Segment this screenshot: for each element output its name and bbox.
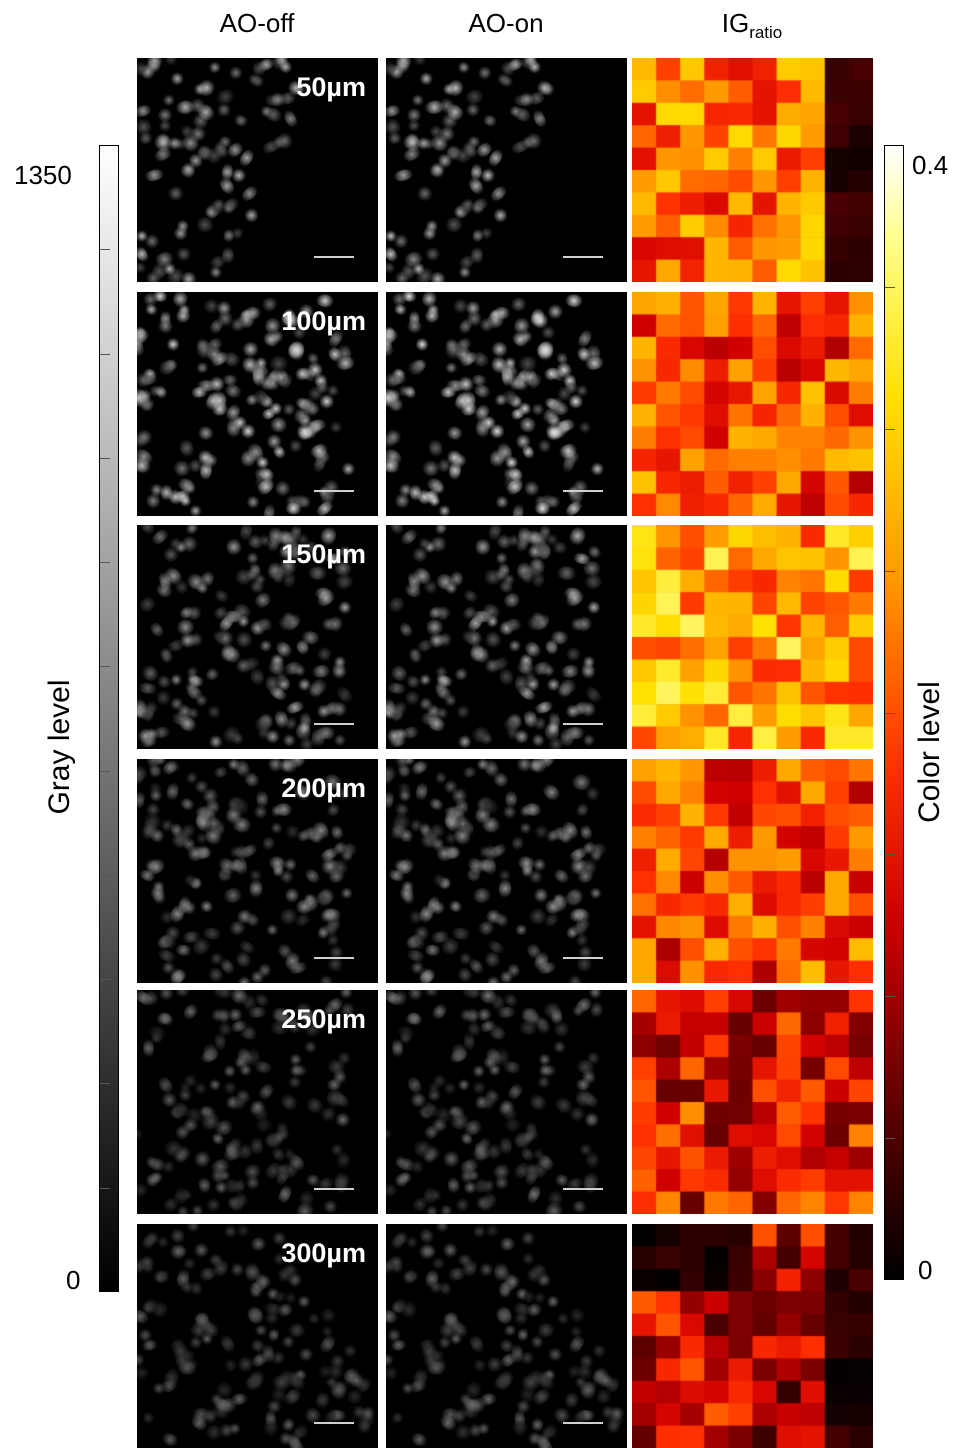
heatmap-image xyxy=(632,58,873,282)
microscopy-image xyxy=(386,990,627,1214)
panel-ig-ratio-row-6 xyxy=(632,1224,873,1448)
color-colorbar-min-label: 0 xyxy=(918,1255,933,1285)
scale-bar xyxy=(563,1422,603,1424)
microscopy-image xyxy=(137,292,378,516)
microscopy-image xyxy=(137,1224,378,1448)
gray-colorbar-max-label: 1350 xyxy=(14,160,72,190)
microscopy-image xyxy=(386,759,627,983)
colorbar-tick xyxy=(100,457,110,459)
depth-label: 150µm xyxy=(281,539,366,569)
heatmap-image xyxy=(632,292,873,516)
scale-bar xyxy=(314,490,354,492)
depth-label: 200µm xyxy=(281,773,366,803)
panel-ao-off-row-4: 200µm xyxy=(137,759,378,983)
colorbar-tick xyxy=(100,562,110,564)
panel-ig-ratio-row-3 xyxy=(632,525,873,749)
heatmap-image xyxy=(632,759,873,983)
colorbar-tick xyxy=(885,854,895,856)
panel-ao-off-row-2: 100µm xyxy=(137,292,378,516)
microscopy-image xyxy=(137,58,378,282)
scale-bar xyxy=(563,723,603,725)
gray-colorbar xyxy=(99,145,119,1292)
colorbar-tick xyxy=(885,570,895,572)
scale-bar xyxy=(563,1188,603,1190)
scale-bar xyxy=(563,957,603,959)
depth-label: 300µm xyxy=(281,1238,366,1268)
scale-bar xyxy=(563,256,603,258)
ratio-subscript: ratio xyxy=(749,23,783,43)
panel-ao-off-row-6: 300µm xyxy=(137,1224,378,1448)
column-header-ao-off: AO-off xyxy=(219,8,295,38)
depth-label: 100µm xyxy=(281,306,366,336)
column-header-ig-ratio: IGratio xyxy=(632,8,872,43)
panel-ao-on-row-1 xyxy=(386,58,627,282)
microscopy-image xyxy=(386,292,627,516)
scale-bar xyxy=(314,723,354,725)
scale-bar xyxy=(314,957,354,959)
ig-label: IG xyxy=(721,8,750,38)
depth-label: 50µm xyxy=(296,72,366,102)
microscopy-image xyxy=(137,759,378,983)
panel-ig-ratio-row-2 xyxy=(632,292,873,516)
heatmap-image xyxy=(632,525,873,749)
microscopy-image xyxy=(386,58,627,282)
panel-ao-on-row-4 xyxy=(386,759,627,983)
scale-bar xyxy=(314,1188,354,1190)
panel-ig-ratio-row-5 xyxy=(632,990,873,1214)
panel-ig-ratio-row-1 xyxy=(632,58,873,282)
colorbar-tick xyxy=(885,712,895,714)
panel-ao-off-row-3: 150µm xyxy=(137,525,378,749)
microscopy-image xyxy=(137,525,378,749)
scale-bar xyxy=(314,1422,354,1424)
scale-bar xyxy=(563,490,603,492)
panel-ao-on-row-6 xyxy=(386,1224,627,1448)
panel-ao-on-row-5 xyxy=(386,990,627,1214)
panel-ao-on-row-2 xyxy=(386,292,627,516)
colorbar-tick xyxy=(100,353,110,355)
colorbar-tick xyxy=(885,428,895,430)
colorbar-tick xyxy=(100,249,110,251)
panel-ig-ratio-row-4 xyxy=(632,759,873,983)
colorbar-tick xyxy=(100,770,110,772)
colorbar-tick xyxy=(100,1083,110,1085)
panel-ao-on-row-3 xyxy=(386,525,627,749)
panel-ao-off-row-1: 50µm xyxy=(137,58,378,282)
color-colorbar-max-label: 0.4 xyxy=(912,150,949,180)
colorbar-tick xyxy=(885,996,895,998)
color-colorbar-title: Color level xyxy=(913,681,946,823)
column-header-ao-on: AO-on xyxy=(468,8,544,38)
heatmap-image xyxy=(632,1224,873,1448)
microscopy-image xyxy=(137,990,378,1214)
colorbar-tick xyxy=(100,979,110,981)
depth-label: 250µm xyxy=(281,1004,366,1034)
microscopy-image xyxy=(386,1224,627,1448)
heatmap-image xyxy=(632,990,873,1214)
colorbar-tick xyxy=(885,1138,895,1140)
colorbar-tick xyxy=(100,666,110,668)
colorbar-tick xyxy=(885,286,895,288)
gray-colorbar-min-label: 0 xyxy=(66,1265,81,1295)
colorbar-tick xyxy=(100,874,110,876)
gray-colorbar-title: Gray level xyxy=(43,679,76,815)
scale-bar xyxy=(314,256,354,258)
microscopy-image xyxy=(386,525,627,749)
panel-ao-off-row-5: 250µm xyxy=(137,990,378,1214)
colorbar-tick xyxy=(100,1187,110,1189)
